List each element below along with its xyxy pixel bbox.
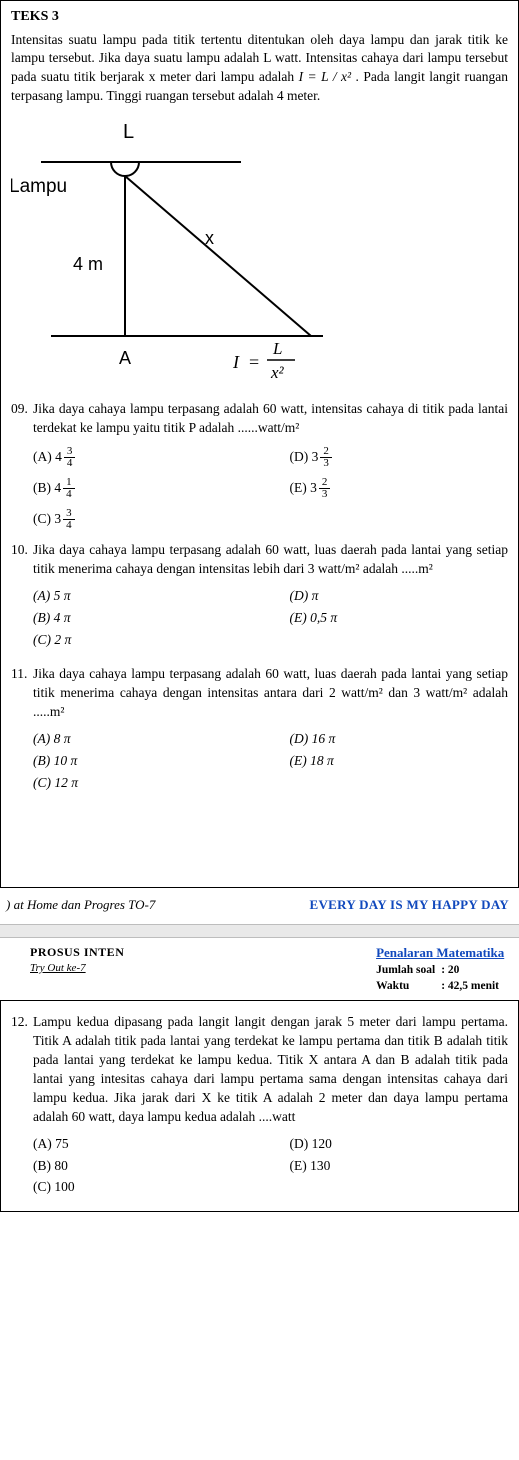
q12-opt-D: (D) 120	[290, 1135, 509, 1154]
question-10: 10. Jika daya cahaya lampu terpasang ada…	[11, 541, 508, 579]
q09-opt-A-label: (A)	[33, 449, 52, 464]
page-1-content: TEKS 3 Intensitas suatu lampu pada titik…	[1, 1, 518, 887]
q09-opt-D-d: 3	[320, 458, 332, 469]
header-left: PROSUS INTEN Try Out ke-7	[30, 944, 124, 994]
q09-opt-E-whole: 3	[310, 479, 317, 498]
question-11: 11. Jika daya cahaya lampu terpasang ada…	[11, 665, 508, 722]
q09-opt-C-d: 4	[63, 520, 75, 531]
diagram-label-L: L	[123, 121, 134, 143]
q09-options: (A) 434 (B) 414 (C) 334 (D) 323 (E	[33, 446, 508, 531]
q11-text: Jika daya cahaya lampu terpasang adalah …	[33, 666, 508, 719]
q11-opt-C: (C) 12 π	[33, 774, 290, 793]
q12-opt-C: (C) 100	[33, 1178, 290, 1197]
q12-opt-B: (B) 80	[33, 1157, 290, 1176]
q10-opt-C: (C) 2 π	[33, 631, 290, 650]
page-2-header: PROSUS INTEN Try Out ke-7 Penalaran Mate…	[0, 938, 519, 1000]
q10-options: (A) 5 π (B) 4 π (C) 2 π (D) π (E) 0,5 π	[33, 587, 508, 650]
header-subject: Penalaran Matematika	[376, 944, 505, 962]
header-info-table: Jumlah soal : 20 Waktu : 42,5 menit	[376, 962, 505, 994]
footer-right: EVERY DAY IS MY HAPPY DAY	[309, 896, 509, 914]
teks-formula: I = L / x²	[299, 69, 352, 84]
q10-opt-A: (A) 5 π	[33, 587, 290, 606]
header-tryout: Try Out ke-7	[30, 961, 124, 976]
header-right: Penalaran Matematika Jumlah soal : 20 Wa…	[376, 944, 505, 994]
q10-opt-D: (D) π	[290, 587, 509, 606]
q11-opt-D: (D) 16 π	[290, 730, 509, 749]
q09-opt-D-whole: 3	[312, 448, 319, 467]
jumlah-label: Jumlah soal	[376, 964, 435, 976]
q10-text: Jika daya cahaya lampu terpasang adalah …	[33, 542, 508, 576]
q09-opt-D: (D) 323	[290, 446, 509, 469]
q11-opt-B: (B) 10 π	[33, 752, 290, 771]
q09-opt-E-label: (E)	[290, 480, 307, 495]
q12-opt-A: (A) 75	[33, 1135, 290, 1154]
page-1: TEKS 3 Intensitas suatu lampu pada titik…	[0, 0, 519, 888]
jumlah-value: : 20	[441, 964, 459, 976]
diagram-label-4m: 4 m	[73, 254, 103, 274]
diagram-label-x: x	[205, 228, 214, 248]
q09-opt-C: (C) 334	[33, 508, 290, 531]
q11-opt-A: (A) 8 π	[33, 730, 290, 749]
diagram-label-A: A	[119, 348, 131, 368]
q09-num: 09.	[11, 400, 28, 419]
question-09: 09. Jika daya cahaya lampu terpasang ada…	[11, 400, 508, 438]
q09-opt-B-label: (B)	[33, 480, 51, 495]
q09-opt-B-d: 4	[63, 489, 75, 500]
page-2: 12. Lampu kedua dipasang pada langit lan…	[0, 1000, 519, 1212]
waktu-label: Waktu	[376, 980, 409, 992]
q10-num: 10.	[11, 541, 28, 560]
waktu-value: : 42,5 menit	[441, 980, 499, 992]
question-12: 12. Lampu kedua dipasang pada langit lan…	[11, 1013, 508, 1126]
q11-opt-E: (E) 18 π	[290, 752, 509, 771]
q09-opt-B: (B) 414	[33, 477, 290, 500]
lamp-diagram-svg: L Lampu 4 m x A I	[11, 120, 351, 390]
footer-left: ) at Home dan Progres TO-7	[6, 896, 155, 914]
lamp-diagram: L Lampu 4 m x A I	[11, 120, 508, 390]
q09-opt-C-label: (C)	[33, 511, 51, 526]
q12-options: (A) 75 (B) 80 (C) 100 (D) 120 (E) 130	[33, 1135, 508, 1198]
diagram-formula-I: I	[232, 352, 240, 372]
diagram-formula-num: L	[272, 339, 282, 358]
q09-opt-D-label: (D)	[290, 449, 309, 464]
page-2-content: 12. Lampu kedua dipasang pada langit lan…	[1, 1001, 518, 1211]
page-1-footer: ) at Home dan Progres TO-7 EVERY DAY IS …	[0, 888, 519, 924]
q10-opt-B: (B) 4 π	[33, 609, 290, 628]
q09-opt-A: (A) 434	[33, 446, 290, 469]
q12-text: Lampu kedua dipasang pada langit langit …	[33, 1014, 508, 1123]
q09-opt-E: (E) 323	[290, 477, 509, 500]
q09-opt-B-whole: 4	[54, 479, 61, 498]
q09-opt-C-whole: 3	[54, 510, 61, 529]
q11-options: (A) 8 π (B) 10 π (C) 12 π (D) 16 π (E) 1…	[33, 730, 508, 793]
q09-opt-A-whole: 4	[55, 448, 62, 467]
page-separator	[0, 924, 519, 938]
q12-num: 12.	[11, 1013, 28, 1032]
q11-num: 11.	[11, 665, 27, 684]
teks-paragraph: Intensitas suatu lampu pada titik terten…	[11, 31, 508, 107]
diagram-formula-den: x²	[270, 363, 285, 382]
teks-heading: TEKS 3	[11, 7, 508, 27]
q12-opt-E: (E) 130	[290, 1157, 509, 1176]
q09-opt-A-d: 4	[64, 458, 76, 469]
q10-opt-E: (E) 0,5 π	[290, 609, 509, 628]
diagram-label-lampu: Lampu	[11, 176, 67, 197]
header-inten: PROSUS INTEN	[30, 944, 124, 961]
q09-opt-E-d: 3	[319, 489, 331, 500]
diagram-formula-eq: =	[249, 352, 259, 372]
q09-text: Jika daya cahaya lampu terpasang adalah …	[33, 401, 508, 435]
